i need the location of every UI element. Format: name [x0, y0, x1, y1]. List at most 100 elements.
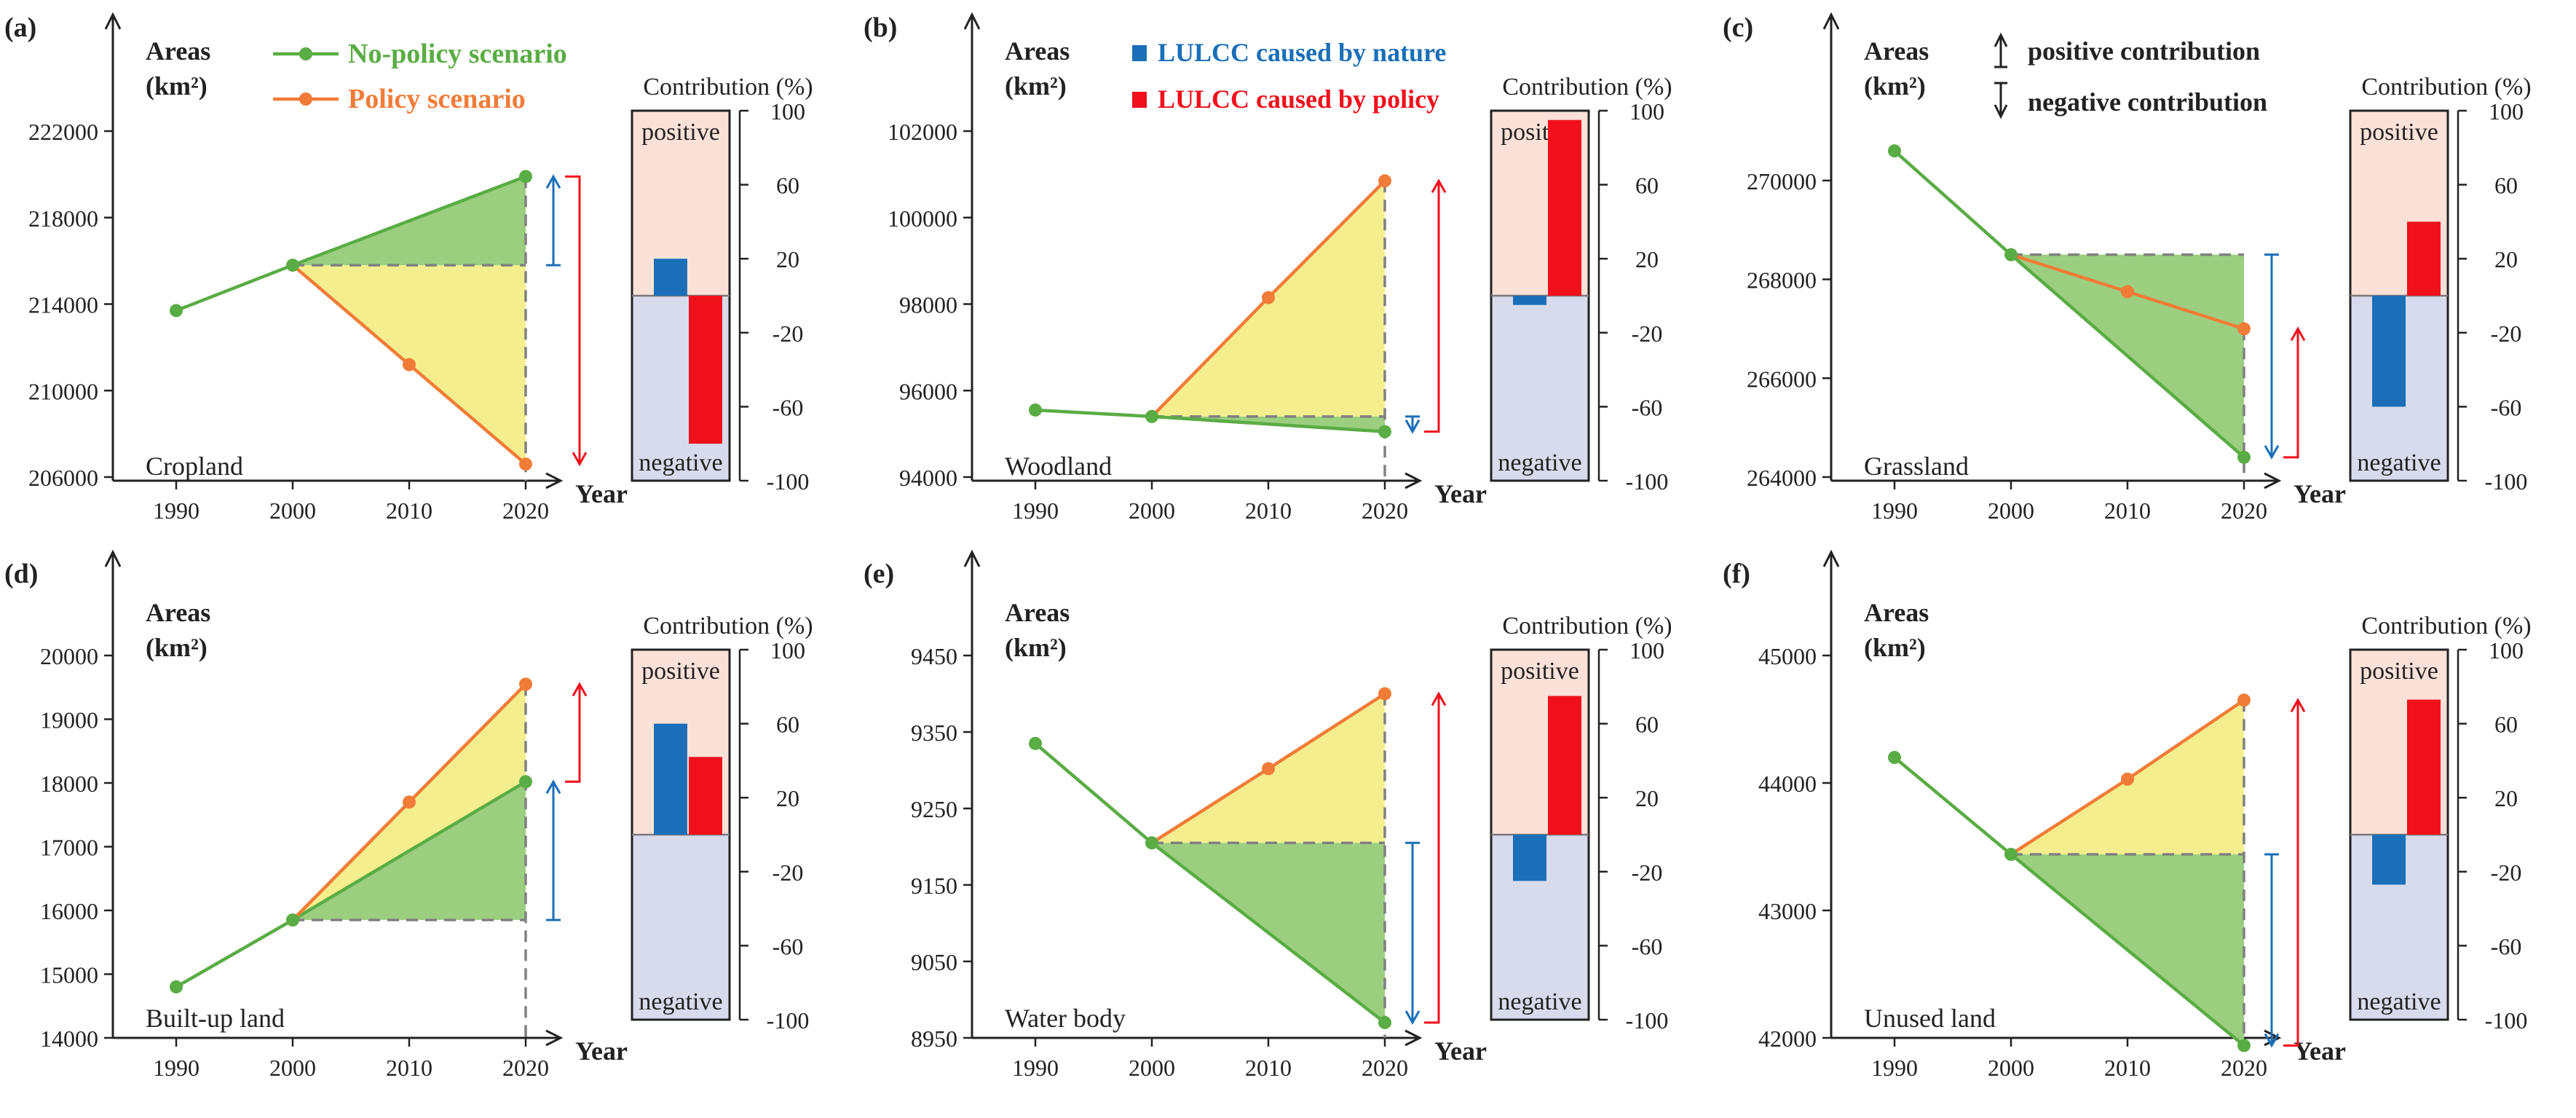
x-tick-label: 2020 [2221, 497, 2267, 524]
nature-contribution-bar [654, 723, 687, 835]
policy-bracket [2283, 700, 2299, 1047]
y-tick-label: 45000 [1758, 643, 1817, 669]
contribution-tick-label: -20 [773, 320, 804, 347]
x-tick-label: 2000 [1129, 497, 1175, 524]
legend-positive-text: positive contribution [2028, 36, 2260, 66]
y-tick-label: 270000 [1747, 168, 1817, 194]
contribution-tick-label: -60 [2491, 394, 2522, 420]
x-axis-title: Year [1434, 479, 1487, 508]
y-axis-title: Areas [1005, 36, 1070, 66]
x-axis-arrow [545, 472, 564, 489]
y-axis-title: Areas [1864, 36, 1929, 66]
contribution-tick-label: -60 [1632, 394, 1663, 420]
y-tick-label: 9350 [911, 720, 957, 746]
contribution-tick-label: 100 [1629, 98, 1664, 125]
contribution-tick-label: 20 [1635, 785, 1659, 811]
y-tick-label: 9050 [911, 949, 957, 975]
contribution-tick-label: 20 [776, 785, 799, 811]
policy-contribution-bar [689, 757, 722, 835]
y-tick-label: 96000 [899, 378, 957, 404]
y-axis-unit: (km²) [1864, 71, 1926, 101]
panel-label: (c) [1723, 12, 1753, 43]
no-policy-point [1378, 425, 1391, 438]
y-tick-label: 100000 [888, 205, 957, 232]
y-tick-label: 268000 [1747, 267, 1817, 294]
contribution-title: Contribution (%) [1502, 613, 1672, 639]
negative-label: negative [2357, 988, 2441, 1015]
x-tick-label: 2010 [386, 1055, 432, 1081]
x-axis-arrow [1404, 1029, 1423, 1047]
contribution-tick-label: -60 [1632, 933, 1663, 959]
land-type-label: Unused land [1864, 1004, 1996, 1033]
negative-zone [632, 835, 730, 1020]
policy-point [2121, 285, 2134, 299]
nature-arrow-head [545, 779, 561, 794]
x-tick-label: 2000 [1988, 497, 2034, 524]
contribution-tick-label: -20 [773, 859, 804, 886]
contribution-title: Contribution (%) [2361, 613, 2531, 639]
y-tick-label: 20000 [40, 643, 98, 669]
no-policy-point [1145, 409, 1158, 423]
contribution-tick-label: 100 [770, 637, 805, 664]
legend-down-arrow-head [1994, 104, 2008, 119]
y-tick-label: 206000 [28, 465, 98, 491]
no-policy-point [1029, 736, 1042, 750]
policy-contribution-bar [2407, 221, 2441, 296]
positive-label: positive [2360, 119, 2438, 146]
x-tick-label: 1990 [1012, 497, 1059, 524]
y-axis-unit: (km²) [1005, 71, 1067, 101]
legend-policy-text: Policy scenario [348, 84, 526, 114]
policy-bracket [1424, 693, 1440, 1024]
contribution-title: Contribution (%) [2361, 74, 2531, 101]
contribution-tick-label: 60 [2494, 173, 2518, 199]
panel-cropland: (a) Year 206000 210000 214000 218000 222000 199… [4, 12, 813, 524]
contribution-tick-label: 60 [1635, 712, 1659, 738]
land-type-label: Cropland [146, 452, 243, 481]
x-tick-label: 1990 [1871, 497, 1918, 524]
no-policy-point [1029, 403, 1042, 417]
contribution-tick-label: 60 [2494, 712, 2518, 738]
y-axis-unit: (km²) [1005, 633, 1067, 662]
y-axis-arrow [104, 549, 122, 567]
x-axis-arrow [545, 1029, 564, 1047]
y-axis-arrow [1822, 12, 1840, 30]
panel-label: (b) [864, 12, 897, 43]
contribution-tick-label: -100 [1626, 468, 1669, 495]
panel-built-up-land: (d) Year 14000 15000 16000 17000 18000 19000 200… [4, 549, 813, 1081]
nature-contribution-bar [1513, 296, 1546, 305]
positive-label: positive [641, 119, 720, 146]
y-tick-label: 210000 [28, 378, 98, 404]
x-tick-label: 2020 [1362, 497, 1408, 524]
no-policy-point [286, 259, 299, 272]
y-tick-label: 214000 [28, 292, 98, 318]
no-policy-point [170, 304, 183, 318]
y-axis-arrow [104, 12, 122, 30]
nature-contribution-bar [654, 259, 687, 296]
x-tick-label: 1990 [153, 497, 199, 524]
negative-label: negative [2357, 449, 2441, 476]
contribution-tick-label: 20 [1635, 246, 1659, 272]
panel-grassland: (c) Year 264000 266000 268000 270000 1990 2000 2… [1723, 12, 2532, 524]
contribution-title: Contribution (%) [643, 613, 813, 639]
no-policy-point [2237, 1039, 2251, 1052]
policy-bracket [565, 684, 581, 783]
x-axis-title: Year [1434, 1036, 1487, 1066]
y-tick-label: 9250 [911, 796, 957, 822]
x-tick-label: 2000 [1129, 1055, 1175, 1081]
no-policy-point [1888, 144, 1901, 158]
no-policy-point [519, 775, 532, 789]
land-type-label: Grassland [1864, 452, 1969, 481]
policy-contribution-bar [2407, 699, 2441, 835]
panel-water-body: (e) Year 8950 9050 9150 9250 9350 9450 1990 2000 2… [864, 549, 1672, 1081]
land-type-label: Woodland [1005, 452, 1112, 481]
legend-by-policy-text: LULCC caused by policy [1158, 84, 1439, 114]
y-tick-label: 266000 [1747, 366, 1817, 392]
x-axis-arrow [1404, 472, 1423, 489]
y-tick-label: 9450 [911, 643, 957, 669]
policy-contribution-bar [689, 296, 722, 444]
contribution-tick-label: 20 [2494, 785, 2518, 811]
policy-point [403, 358, 416, 371]
nature-contribution-bar [1513, 835, 1546, 881]
negative-label: negative [1498, 988, 1581, 1015]
